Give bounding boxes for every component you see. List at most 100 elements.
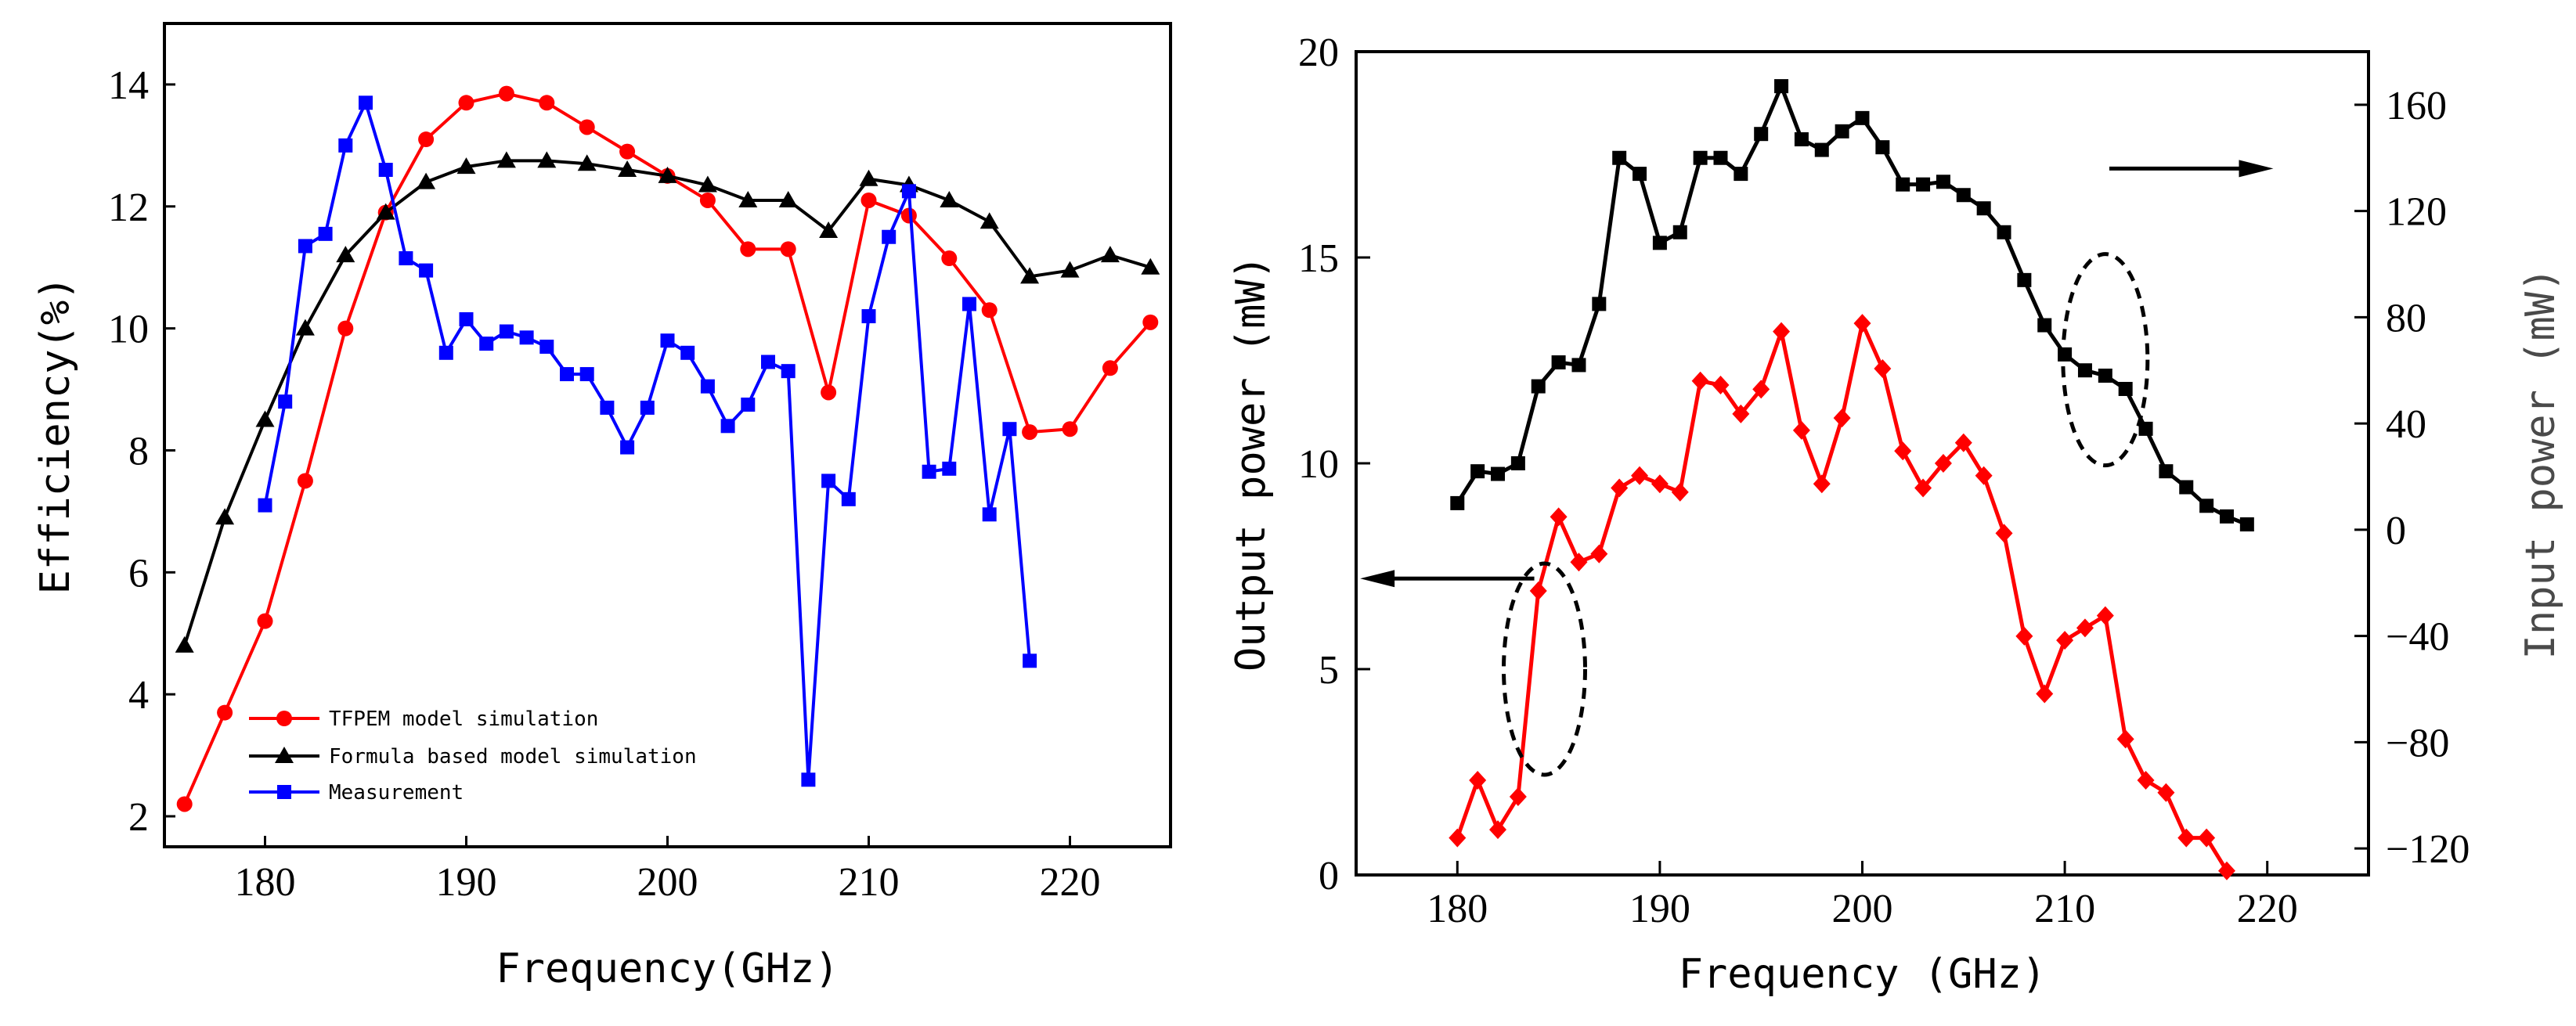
data-point [2159, 464, 2174, 479]
data-point [1691, 371, 1709, 391]
data-point [720, 419, 735, 434]
data-point [459, 311, 474, 326]
data-point [1732, 404, 1750, 423]
data-point [1997, 225, 2011, 239]
data-point [2217, 861, 2235, 880]
legend-swatch-marker [277, 785, 291, 799]
data-point [2015, 626, 2033, 646]
y-tick-label-right: −80 [2386, 721, 2449, 765]
data-point [941, 250, 958, 267]
y-tick-label-right: −40 [2386, 615, 2449, 660]
legend-label: Formula based model simulation [329, 745, 697, 769]
data-point [1510, 456, 1525, 470]
data-point [2056, 631, 2074, 650]
data-point [499, 324, 514, 339]
data-point [982, 507, 997, 522]
data-point [1976, 201, 1991, 216]
data-point [438, 345, 453, 360]
data-point [821, 384, 837, 401]
data-point [741, 398, 756, 412]
data-point [1672, 225, 1687, 239]
data-point [2198, 828, 2216, 848]
x-tick-label: 220 [2237, 887, 2298, 931]
series-line [1456, 81, 2248, 527]
x-tick-label: 200 [637, 860, 698, 905]
x-tick-label: 180 [235, 860, 296, 905]
data-point [2118, 381, 2133, 396]
data-point [359, 95, 373, 110]
data-point [1002, 422, 1017, 437]
x-tick-label: 220 [1040, 860, 1101, 905]
data-point [1794, 131, 1809, 146]
data-point [901, 184, 916, 199]
data-point [2239, 517, 2254, 532]
annotation-ellipse-input [2061, 252, 2150, 468]
y-tick-label: 12 [108, 185, 149, 230]
data-point [942, 461, 957, 476]
data-point [539, 340, 554, 355]
data-point [1550, 507, 1568, 527]
x-tick-label: 190 [1629, 887, 1690, 931]
data-point [1470, 464, 1485, 479]
data-point [1449, 828, 1467, 848]
y-tick-label: 2 [128, 795, 149, 840]
data-point [1773, 322, 1791, 341]
data-point [1612, 150, 1627, 165]
data-point [698, 175, 717, 193]
data-point [298, 239, 312, 254]
data-point [1693, 150, 1708, 165]
data-point [1875, 140, 1890, 155]
x-axis-title: Frequency (GHz) [1679, 951, 2047, 998]
data-point [1633, 167, 1647, 182]
data-point [780, 241, 796, 257]
data-point [1469, 771, 1487, 790]
data-point [2076, 618, 2094, 638]
data-point [2098, 369, 2112, 383]
data-point [1020, 267, 1040, 284]
y-tick-label-left: 10 [1298, 442, 1339, 487]
data-point [1592, 297, 1607, 311]
data-point [2179, 480, 2194, 495]
data-point [337, 320, 354, 337]
data-point [861, 309, 876, 324]
x-axis-title: Frequency(GHz) [496, 945, 839, 992]
data-point [618, 160, 637, 178]
data-point [1792, 420, 1810, 440]
data-point [458, 95, 474, 111]
data-point [2096, 606, 2114, 625]
data-point [417, 172, 436, 189]
arrow-right-head [2239, 160, 2274, 178]
data-point [376, 203, 395, 220]
data-point [579, 119, 595, 135]
x-tick-label: 210 [839, 860, 900, 905]
y-axis-title-left: Output power (mW) [1228, 255, 1275, 671]
data-point [378, 163, 393, 178]
data-point [658, 166, 677, 183]
data-point [1060, 261, 1080, 278]
data-point [2037, 318, 2052, 333]
data-point [660, 333, 675, 348]
data-point [2138, 421, 2153, 436]
data-point [1956, 188, 1971, 203]
data-point [479, 337, 494, 351]
data-point [940, 190, 959, 207]
y-tick-label-left: 15 [1298, 236, 1339, 281]
data-point [338, 138, 353, 153]
data-point [962, 297, 976, 311]
y-tick-label-left: 20 [1298, 31, 1339, 75]
data-point [1975, 466, 1993, 485]
data-point [1752, 380, 1770, 399]
y-tick-label-right: 40 [2386, 402, 2426, 447]
data-point [539, 95, 555, 111]
data-point [1531, 379, 1546, 394]
data-point [821, 473, 836, 488]
data-point [680, 345, 695, 360]
data-point [318, 226, 333, 241]
data-point [781, 364, 796, 379]
data-point [819, 221, 839, 238]
arrow-left-head [1360, 570, 1395, 588]
data-point [537, 151, 557, 168]
data-point [860, 192, 877, 208]
data-point [418, 131, 435, 148]
data-point [1022, 424, 1038, 441]
